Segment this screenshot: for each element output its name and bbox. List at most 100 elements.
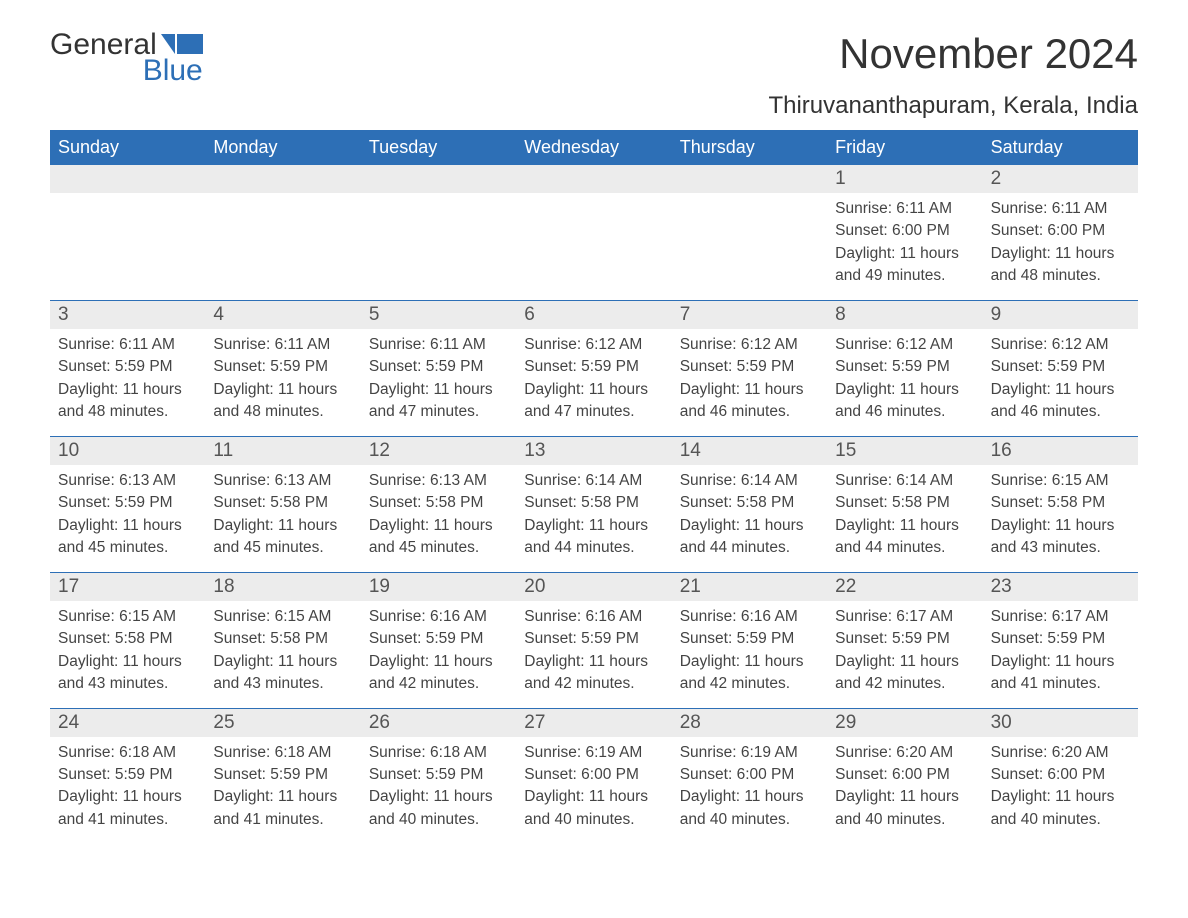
daylight-line: Daylight: 11 hours and 46 minutes. (680, 379, 819, 424)
day-details: Sunrise: 6:16 AMSunset: 5:59 PMDaylight:… (361, 601, 516, 708)
day-details: Sunrise: 6:11 AMSunset: 6:00 PMDaylight:… (827, 193, 982, 300)
day-cell: 20Sunrise: 6:16 AMSunset: 5:59 PMDayligh… (516, 573, 671, 708)
sunrise-line: Sunrise: 6:16 AM (524, 606, 663, 628)
daylight-line: Daylight: 11 hours and 42 minutes. (369, 651, 508, 696)
sunrise-line: Sunrise: 6:12 AM (835, 334, 974, 356)
day-details: Sunrise: 6:15 AMSunset: 5:58 PMDaylight:… (205, 601, 360, 708)
week-row: 3Sunrise: 6:11 AMSunset: 5:59 PMDaylight… (50, 300, 1138, 436)
day-cell: 12Sunrise: 6:13 AMSunset: 5:58 PMDayligh… (361, 437, 516, 572)
sunrise-line: Sunrise: 6:15 AM (58, 606, 197, 628)
empty-day-header (205, 165, 360, 193)
logo-text-general: General (50, 30, 157, 60)
sunrise-line: Sunrise: 6:14 AM (680, 470, 819, 492)
daylight-line: Daylight: 11 hours and 46 minutes. (991, 379, 1130, 424)
sunrise-line: Sunrise: 6:19 AM (680, 742, 819, 764)
daylight-line: Daylight: 11 hours and 41 minutes. (991, 651, 1130, 696)
day-number: 15 (827, 437, 982, 465)
day-number: 29 (827, 709, 982, 737)
weekday-header: Monday (205, 130, 360, 165)
day-number: 25 (205, 709, 360, 737)
sunrise-line: Sunrise: 6:13 AM (213, 470, 352, 492)
sunrise-line: Sunrise: 6:19 AM (524, 742, 663, 764)
daylight-line: Daylight: 11 hours and 40 minutes. (369, 786, 508, 831)
day-number: 1 (827, 165, 982, 193)
location-subtitle: Thiruvananthapuram, Kerala, India (768, 92, 1138, 120)
day-details: Sunrise: 6:16 AMSunset: 5:59 PMDaylight:… (516, 601, 671, 708)
sunrise-line: Sunrise: 6:17 AM (835, 606, 974, 628)
day-details: Sunrise: 6:15 AMSunset: 5:58 PMDaylight:… (50, 601, 205, 708)
day-number: 2 (983, 165, 1138, 193)
day-details: Sunrise: 6:12 AMSunset: 5:59 PMDaylight:… (672, 329, 827, 436)
sunset-line: Sunset: 5:59 PM (680, 628, 819, 650)
week-row: 24Sunrise: 6:18 AMSunset: 5:59 PMDayligh… (50, 708, 1138, 844)
sunrise-line: Sunrise: 6:11 AM (369, 334, 508, 356)
sunset-line: Sunset: 5:59 PM (58, 356, 197, 378)
day-number: 11 (205, 437, 360, 465)
sunrise-line: Sunrise: 6:12 AM (680, 334, 819, 356)
daylight-line: Daylight: 11 hours and 44 minutes. (680, 515, 819, 560)
day-details: Sunrise: 6:19 AMSunset: 6:00 PMDaylight:… (672, 737, 827, 844)
day-number: 13 (516, 437, 671, 465)
sunset-line: Sunset: 6:00 PM (835, 764, 974, 786)
calendar: SundayMondayTuesdayWednesdayThursdayFrid… (50, 130, 1138, 843)
day-cell: 5Sunrise: 6:11 AMSunset: 5:59 PMDaylight… (361, 301, 516, 436)
day-cell: 7Sunrise: 6:12 AMSunset: 5:59 PMDaylight… (672, 301, 827, 436)
daylight-line: Daylight: 11 hours and 43 minutes. (991, 515, 1130, 560)
sunrise-line: Sunrise: 6:14 AM (835, 470, 974, 492)
day-number: 10 (50, 437, 205, 465)
day-cell: 19Sunrise: 6:16 AMSunset: 5:59 PMDayligh… (361, 573, 516, 708)
weekday-header: Wednesday (516, 130, 671, 165)
daylight-line: Daylight: 11 hours and 42 minutes. (835, 651, 974, 696)
day-number: 12 (361, 437, 516, 465)
daylight-line: Daylight: 11 hours and 41 minutes. (58, 786, 197, 831)
sunset-line: Sunset: 5:59 PM (524, 356, 663, 378)
sunrise-line: Sunrise: 6:14 AM (524, 470, 663, 492)
sunset-line: Sunset: 5:59 PM (524, 628, 663, 650)
day-details: Sunrise: 6:20 AMSunset: 6:00 PMDaylight:… (983, 737, 1138, 844)
day-details: Sunrise: 6:16 AMSunset: 5:59 PMDaylight:… (672, 601, 827, 708)
day-cell: 15Sunrise: 6:14 AMSunset: 5:58 PMDayligh… (827, 437, 982, 572)
logo-flag-icon (161, 34, 203, 56)
day-details: Sunrise: 6:11 AMSunset: 5:59 PMDaylight:… (205, 329, 360, 436)
day-cell: 25Sunrise: 6:18 AMSunset: 5:59 PMDayligh… (205, 709, 360, 844)
day-cell: 6Sunrise: 6:12 AMSunset: 5:59 PMDaylight… (516, 301, 671, 436)
header: General Blue November 2024 Thiruvanantha… (50, 30, 1138, 120)
day-cell: 22Sunrise: 6:17 AMSunset: 5:59 PMDayligh… (827, 573, 982, 708)
sunset-line: Sunset: 5:59 PM (58, 492, 197, 514)
daylight-line: Daylight: 11 hours and 46 minutes. (835, 379, 974, 424)
day-details: Sunrise: 6:11 AMSunset: 6:00 PMDaylight:… (983, 193, 1138, 300)
weekday-header: Saturday (983, 130, 1138, 165)
daylight-line: Daylight: 11 hours and 44 minutes. (835, 515, 974, 560)
daylight-line: Daylight: 11 hours and 47 minutes. (524, 379, 663, 424)
day-cell (516, 165, 671, 300)
sunrise-line: Sunrise: 6:15 AM (213, 606, 352, 628)
day-cell: 18Sunrise: 6:15 AMSunset: 5:58 PMDayligh… (205, 573, 360, 708)
empty-day-header (361, 165, 516, 193)
weekday-header: Tuesday (361, 130, 516, 165)
daylight-line: Daylight: 11 hours and 48 minutes. (213, 379, 352, 424)
logo-text-blue: Blue (143, 56, 203, 86)
day-cell: 21Sunrise: 6:16 AMSunset: 5:59 PMDayligh… (672, 573, 827, 708)
daylight-line: Daylight: 11 hours and 41 minutes. (213, 786, 352, 831)
weekday-header: Thursday (672, 130, 827, 165)
day-number: 16 (983, 437, 1138, 465)
daylight-line: Daylight: 11 hours and 44 minutes. (524, 515, 663, 560)
day-number: 18 (205, 573, 360, 601)
day-cell: 3Sunrise: 6:11 AMSunset: 5:59 PMDaylight… (50, 301, 205, 436)
day-details: Sunrise: 6:17 AMSunset: 5:59 PMDaylight:… (827, 601, 982, 708)
empty-day-header (672, 165, 827, 193)
sunrise-line: Sunrise: 6:11 AM (213, 334, 352, 356)
sunrise-line: Sunrise: 6:12 AM (524, 334, 663, 356)
sunset-line: Sunset: 5:58 PM (213, 628, 352, 650)
day-cell (205, 165, 360, 300)
calendar-body: 1Sunrise: 6:11 AMSunset: 6:00 PMDaylight… (50, 165, 1138, 843)
day-details: Sunrise: 6:18 AMSunset: 5:59 PMDaylight:… (205, 737, 360, 844)
sunset-line: Sunset: 5:59 PM (369, 628, 508, 650)
day-cell: 29Sunrise: 6:20 AMSunset: 6:00 PMDayligh… (827, 709, 982, 844)
daylight-line: Daylight: 11 hours and 47 minutes. (369, 379, 508, 424)
sunset-line: Sunset: 5:58 PM (369, 492, 508, 514)
sunrise-line: Sunrise: 6:16 AM (369, 606, 508, 628)
daylight-line: Daylight: 11 hours and 49 minutes. (835, 243, 974, 288)
daylight-line: Daylight: 11 hours and 40 minutes. (524, 786, 663, 831)
day-details: Sunrise: 6:11 AMSunset: 5:59 PMDaylight:… (50, 329, 205, 436)
